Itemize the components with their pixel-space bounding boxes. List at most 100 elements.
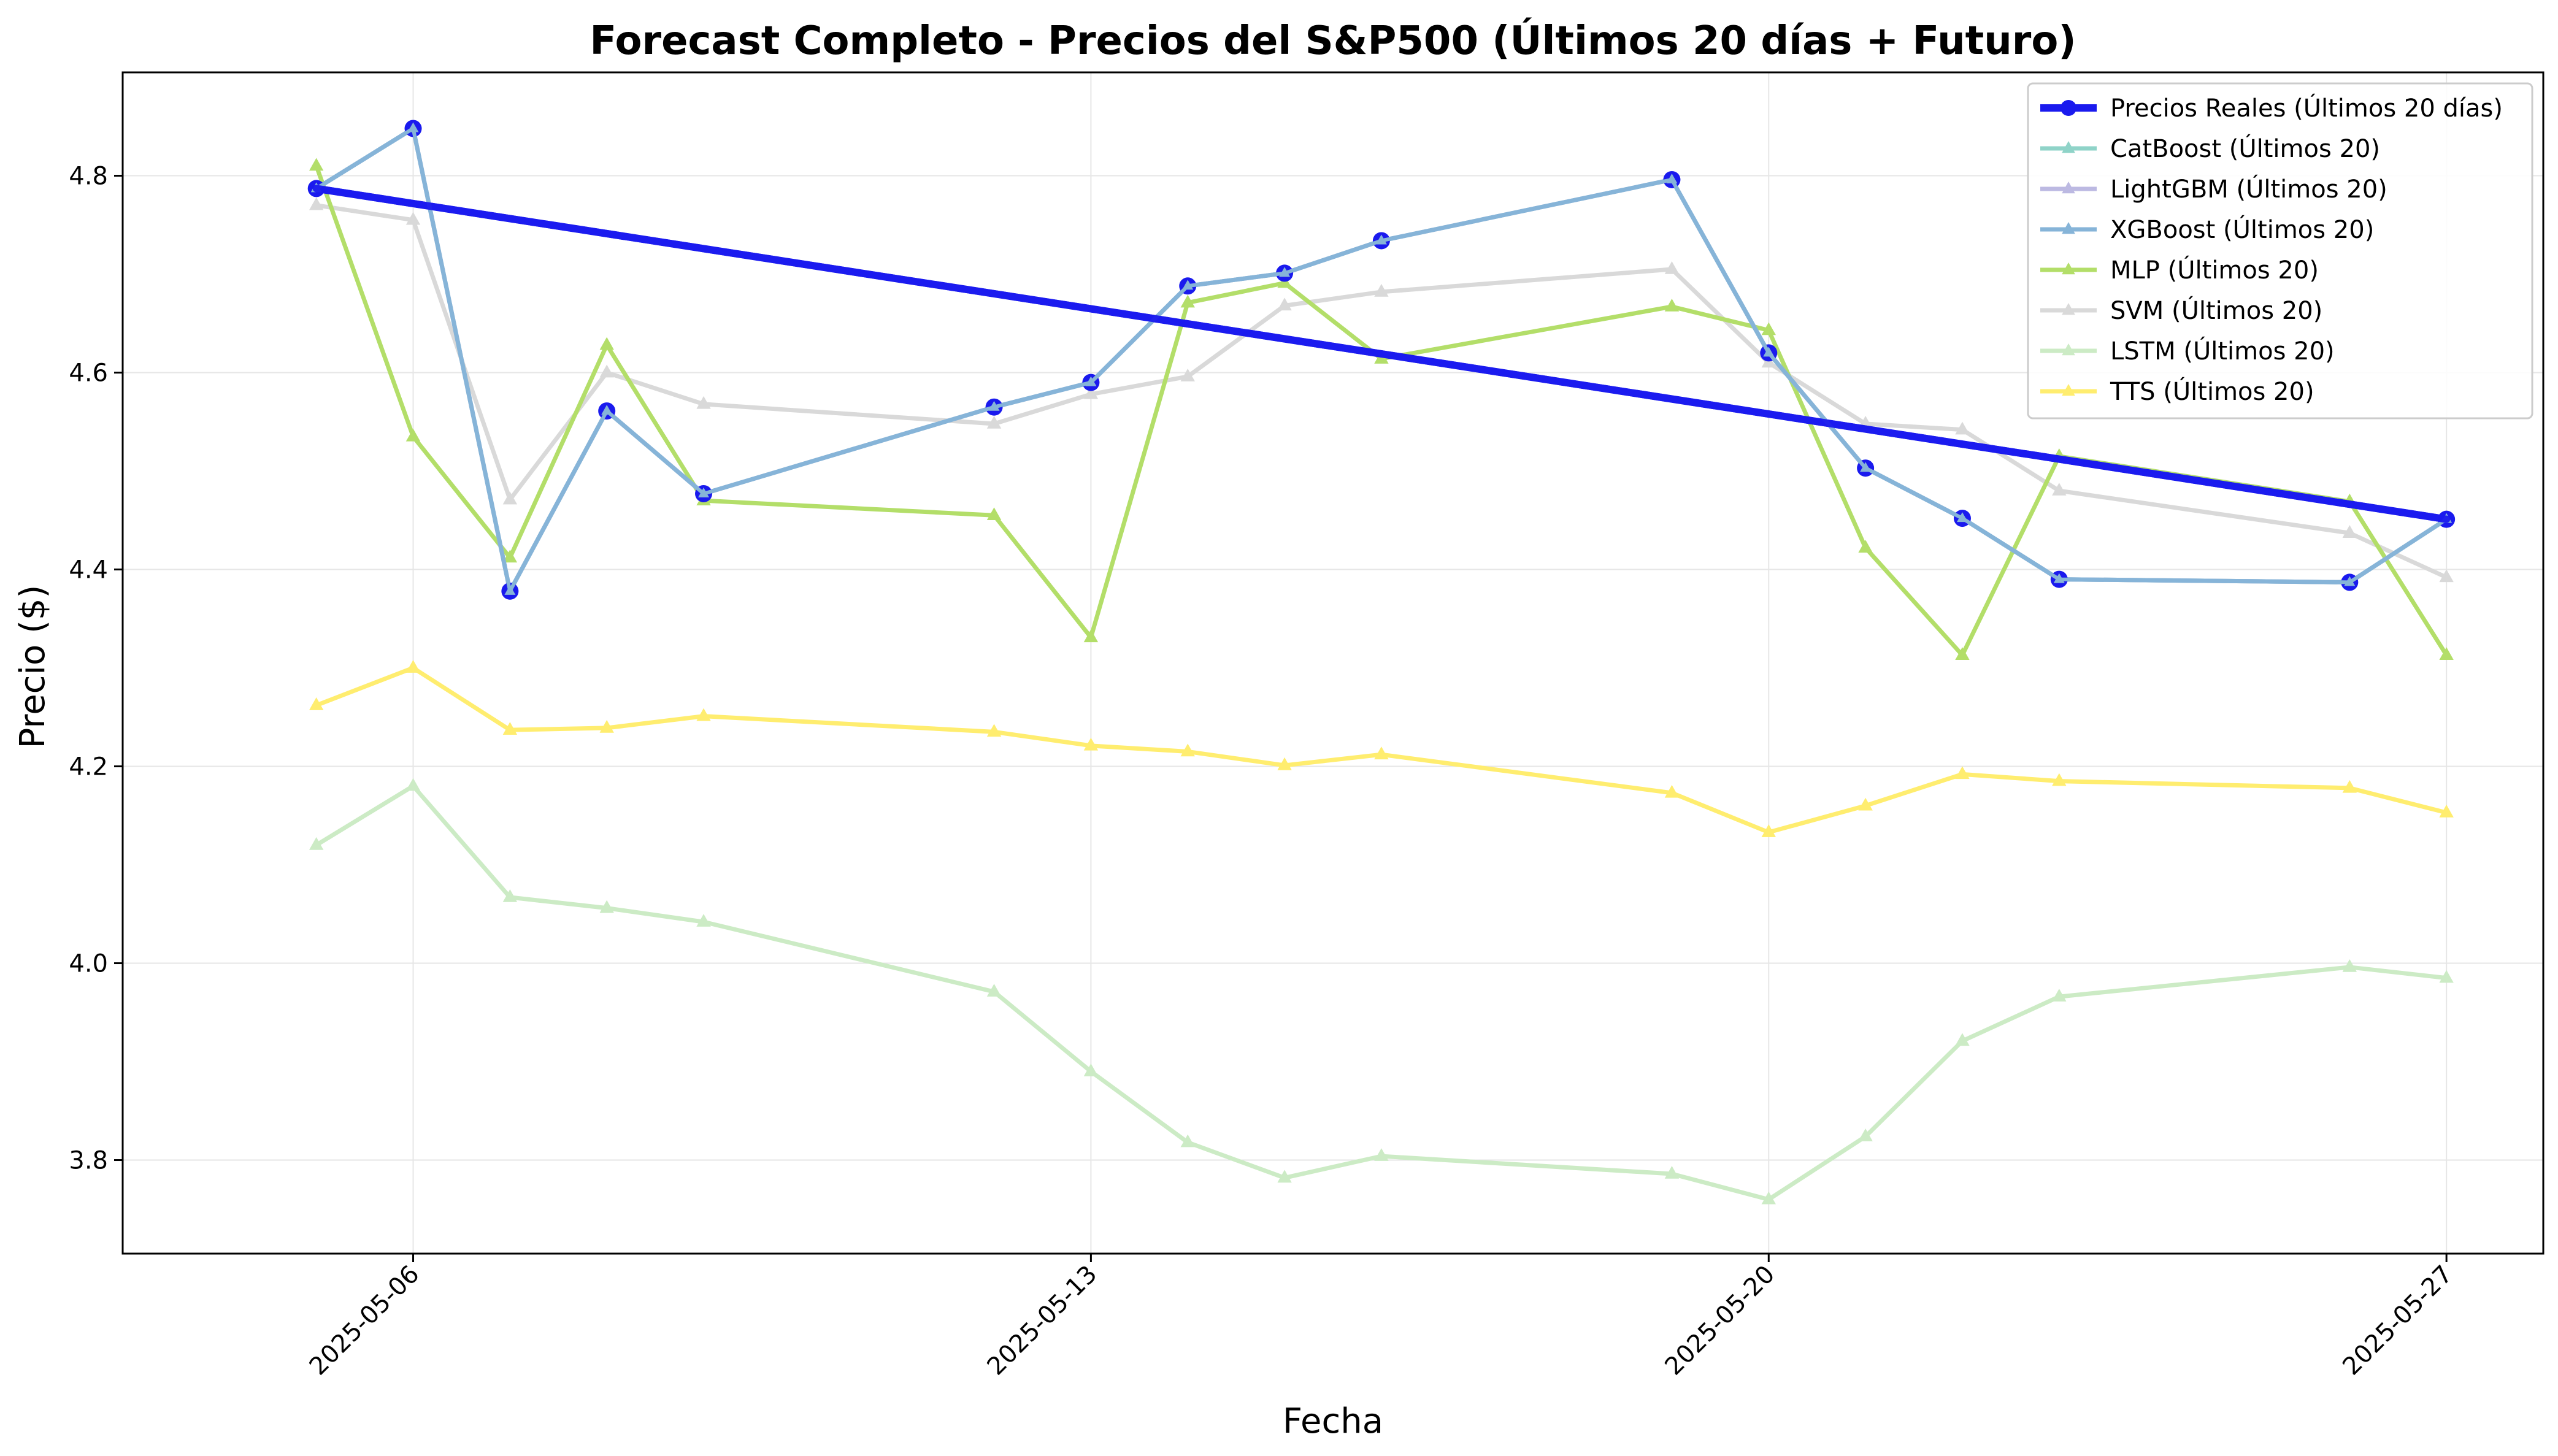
legend-box [2027, 82, 2533, 420]
data-point [1180, 1134, 1195, 1148]
data-point [1085, 376, 1097, 386]
legend-swatch-marker [2062, 262, 2075, 275]
data-point [1083, 1063, 1099, 1076]
data-point [1664, 261, 1680, 274]
data-point [988, 400, 1000, 411]
data-point [2342, 525, 2357, 538]
data-point [1374, 1148, 1389, 1161]
data-point [696, 914, 711, 927]
data-point [986, 507, 1002, 521]
y-tick-label: 4.2 [69, 753, 108, 781]
legend-item: LightGBM (Últimos 20) [2040, 174, 2387, 204]
data-point [502, 889, 518, 902]
y-tick-label: 3.8 [69, 1147, 108, 1175]
legend: Precios Reales (Últimos 20 días) CatBoost… [2027, 82, 2533, 420]
data-point [1761, 824, 1776, 837]
series-line [312, 185, 2451, 523]
data-point [1858, 797, 1873, 811]
data-point [405, 428, 421, 442]
data-point [502, 550, 518, 563]
data-point [504, 584, 516, 595]
data-point [2052, 773, 2067, 786]
legend-item: CatBoost (Últimos 20) [2040, 134, 2380, 163]
data-point [599, 337, 614, 350]
data-point [1374, 283, 1389, 297]
legend-item: SVM (Últimos 20) [2040, 296, 2322, 325]
series-6 [309, 778, 2454, 1205]
series-7 [309, 660, 2454, 837]
y-axis-label: Precio ($) [13, 585, 53, 749]
series-layer [307, 120, 2456, 1205]
data-point [986, 724, 1002, 737]
legend-label: MLP (Últimos 20) [2110, 255, 2319, 285]
data-point [1277, 297, 1292, 311]
data-point [698, 487, 710, 497]
legend-label: LSTM (Últimos 20) [2110, 336, 2335, 366]
data-point [1955, 647, 1970, 660]
data-point [1180, 743, 1195, 757]
actual-markers-overlay [307, 120, 2456, 600]
data-point [405, 212, 421, 225]
legend-swatch-marker [2062, 182, 2075, 194]
y-tick-label: 4.8 [69, 163, 108, 191]
data-point [1956, 512, 1968, 523]
data-point [1955, 766, 1970, 780]
data-point [696, 708, 711, 721]
data-point [1761, 1191, 1776, 1205]
data-point [1180, 294, 1195, 308]
legend-label: Precios Reales (Últimos 20 días) [2110, 93, 2503, 123]
y-tick-label: 4.6 [69, 359, 108, 388]
legend-item: TTS (Últimos 20) [2040, 377, 2314, 406]
data-point [1860, 462, 1872, 472]
legend-item: MLP (Últimos 20) [2040, 255, 2319, 285]
data-point [405, 660, 421, 673]
chart-title: Forecast Completo - Precios del S&P500 (… [590, 17, 2076, 64]
data-point [1374, 746, 1389, 760]
data-point [309, 158, 324, 171]
data-point [309, 837, 324, 850]
plot-frame [121, 71, 2545, 1255]
data-point [1277, 1170, 1292, 1183]
data-point [1180, 368, 1195, 381]
data-point [601, 405, 613, 415]
data-point [2439, 569, 2454, 583]
data-point [696, 396, 711, 409]
data-point [1858, 540, 1873, 553]
data-point [2439, 970, 2454, 983]
data-point [309, 197, 324, 210]
legend-swatch-marker [2062, 384, 2075, 396]
x-axis-label: Fecha [1283, 1401, 1383, 1441]
data-point [599, 719, 614, 733]
data-point [986, 984, 1002, 997]
legend-label: TTS (Últimos 20) [2110, 377, 2314, 406]
data-point [1858, 1128, 1873, 1141]
data-point [2344, 576, 2356, 586]
legend-swatch-marker [2061, 100, 2076, 116]
data-point [1375, 234, 1387, 245]
data-point [502, 491, 518, 505]
data-point [1664, 1165, 1680, 1179]
data-point [1083, 629, 1099, 643]
data-point [1664, 298, 1680, 312]
data-point [1761, 322, 1776, 335]
data-point [309, 697, 324, 710]
legend-swatch-marker [2062, 141, 2075, 153]
legend-label: LightGBM (Últimos 20) [2110, 174, 2387, 204]
data-point [1083, 737, 1099, 751]
data-point [1182, 280, 1194, 290]
legend-item: XGBoost (Últimos 20) [2040, 215, 2374, 244]
data-point [502, 722, 518, 735]
data-point [407, 122, 419, 132]
data-point [2439, 804, 2454, 818]
legend-swatch-marker [2062, 222, 2075, 234]
data-point [1955, 1033, 1970, 1046]
data-point [1083, 386, 1099, 399]
legend-label: XGBoost (Últimos 20) [2110, 215, 2374, 244]
data-point [1763, 347, 1775, 357]
data-point [1277, 757, 1292, 770]
data-point [2052, 483, 2067, 496]
data-point [1664, 784, 1680, 798]
data-point [599, 900, 614, 913]
legend-swatch-marker [2062, 303, 2075, 315]
